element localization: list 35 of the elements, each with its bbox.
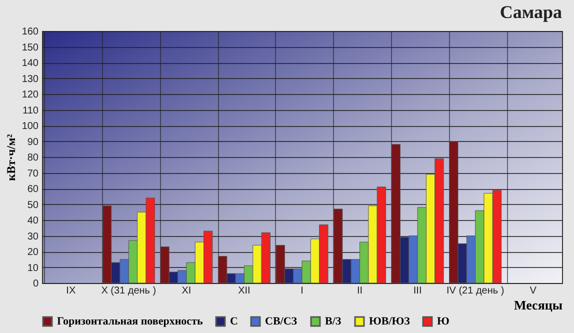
y-tick-label: 10 [27,262,39,274]
y-tick-label: 60 [27,184,39,195]
x-axis-title: Месяцы [514,298,562,312]
x-tick-label: V [530,286,537,296]
x-tick-label: II [356,286,363,296]
y-tick-label: 100 [22,121,39,132]
y-tick-label: 40 [27,216,39,226]
x-tick-label: X (31 день ) [101,286,156,296]
x-tick-label: IV (21 день ) [446,286,504,296]
legend-label: В/З [325,316,342,328]
x-tick-label: III [413,286,422,296]
y-tick-label: 120 [22,90,39,100]
y-tick-label: 30 [27,231,39,242]
y-tick-label: 130 [22,74,39,85]
legend-label: СВ/СЗ [265,316,298,328]
y-tick-label: 110 [22,105,39,116]
legend-label: Горизонтальная поверхность [57,316,203,328]
x-tick-label: I [300,286,304,296]
x-tick-label: IX [66,286,76,296]
y-tick-label: 0 [32,278,39,290]
y-tick-label: 50 [27,200,39,211]
y-tick-label: 90 [27,136,39,148]
y-tick-label: 20 [27,247,39,258]
y-tick-label: 160 [22,26,39,38]
x-tick-label: XII [238,286,250,296]
y-axis-title: кВт·ч/м² [4,134,18,181]
y-tick-label: 70 [27,168,39,180]
legend-label: Ю [437,316,450,328]
y-tick-label: 150 [22,42,39,54]
legend-label: ЮВ/ЮЗ [369,316,410,328]
legend-label: С [230,316,238,328]
y-tick-label: 140 [22,58,39,69]
x-tick-label: XI [182,286,192,296]
y-tick-label: 80 [27,152,39,164]
chart-title: Самара [500,2,562,22]
